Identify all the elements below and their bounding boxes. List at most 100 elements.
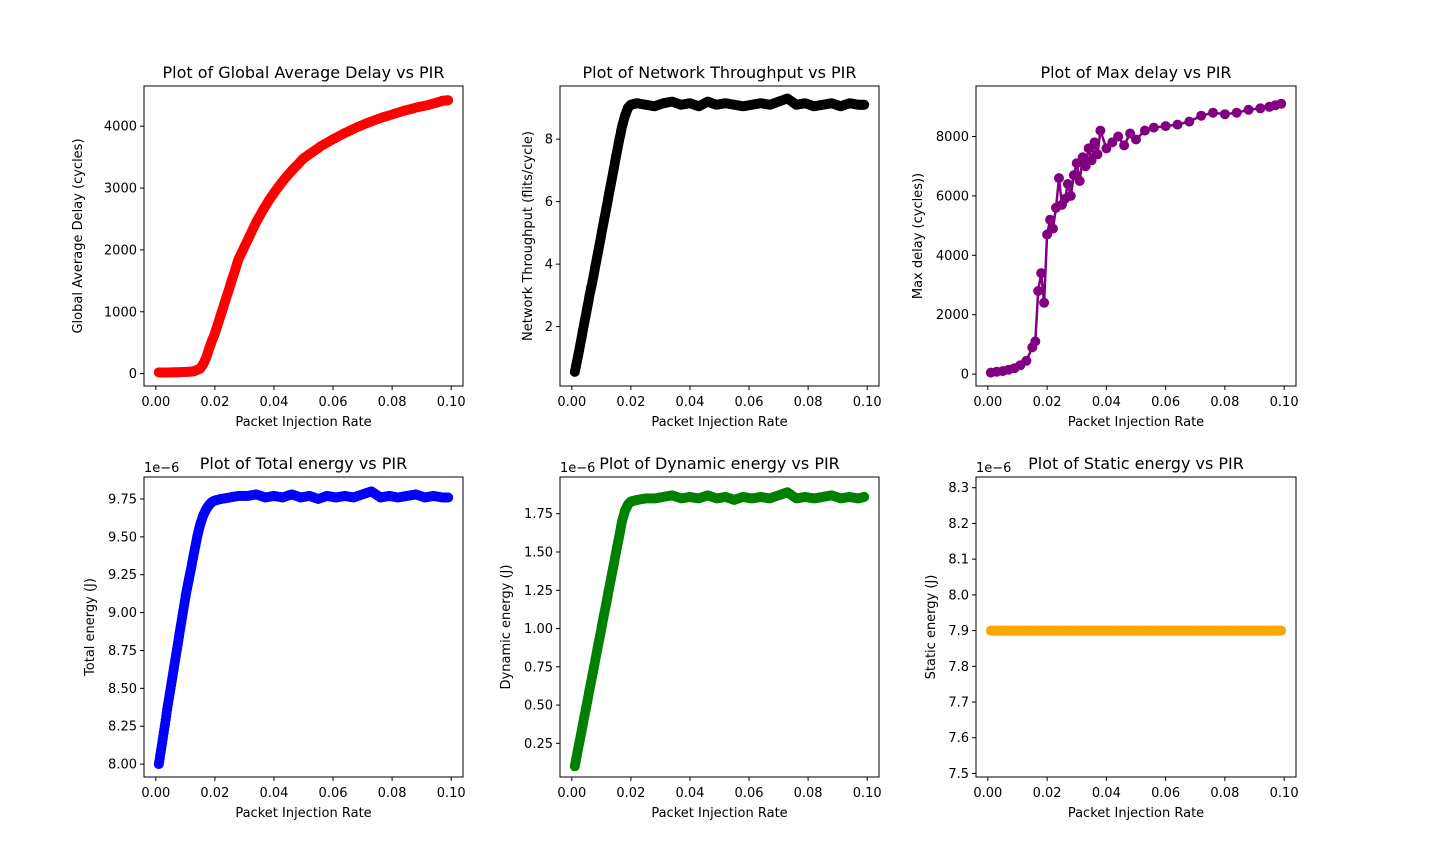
y-tick-label: 0.50 xyxy=(524,699,553,714)
axes-frame xyxy=(559,476,880,778)
axes-frame xyxy=(559,85,880,387)
data-point xyxy=(676,493,687,504)
y-tick-label: 0 xyxy=(129,367,137,382)
data-point xyxy=(269,490,279,501)
y-tick-label: 2000 xyxy=(936,308,969,323)
data-point xyxy=(1089,137,1100,148)
data-point xyxy=(1172,119,1183,130)
data-point xyxy=(215,494,226,504)
data-point xyxy=(1065,190,1076,201)
plot-data xyxy=(985,98,1287,378)
chart-title: Plot of Static energy vs PIR xyxy=(1028,454,1244,473)
data-point xyxy=(693,493,704,504)
data-point xyxy=(1163,625,1174,636)
data-point xyxy=(366,486,377,497)
data-point xyxy=(747,493,757,504)
x-tick-label: 0.02 xyxy=(616,395,645,410)
y-axis-label: Network Throughput (flits/cycle) xyxy=(521,131,536,341)
chart-title: Plot of Total energy vs PIR xyxy=(200,454,407,473)
x-tick-label: 0.00 xyxy=(973,786,1002,801)
data-point xyxy=(649,493,660,504)
data-point xyxy=(614,135,625,146)
y-tick-label: 1.50 xyxy=(524,546,553,561)
plot-data xyxy=(153,95,454,378)
data-point xyxy=(569,366,580,377)
data-point xyxy=(1003,625,1014,636)
y-tick-label: 7.5 xyxy=(948,767,969,782)
offset-text: 1e−6 xyxy=(560,461,595,476)
data-point xyxy=(1021,355,1032,366)
data-point xyxy=(859,491,870,502)
x-tick-label: 0.06 xyxy=(1151,395,1180,410)
data-point xyxy=(1119,140,1130,151)
data-point xyxy=(384,490,395,501)
data-point xyxy=(614,531,625,542)
data-point xyxy=(1039,625,1050,636)
axes-frame xyxy=(143,85,464,387)
data-point xyxy=(313,494,324,504)
y-tick-label: 3000 xyxy=(104,182,137,197)
data-point xyxy=(443,95,454,106)
data-point xyxy=(307,147,318,158)
data-point xyxy=(667,490,678,501)
data-point xyxy=(711,493,722,504)
data-point xyxy=(1190,625,1201,636)
x-tick-label: 0.00 xyxy=(557,395,586,410)
data-point xyxy=(617,121,627,132)
data-point xyxy=(809,493,819,504)
data-point xyxy=(245,229,256,240)
data-point xyxy=(339,128,350,138)
x-tick-label: 0.08 xyxy=(794,786,823,801)
data-point xyxy=(215,309,226,320)
data-point xyxy=(569,761,580,772)
x-tick-label: 0.04 xyxy=(259,395,288,410)
y-tick-label: 2 xyxy=(545,320,553,335)
data-point xyxy=(1145,625,1156,636)
data-point xyxy=(1181,625,1192,636)
y-tick-label: 0.25 xyxy=(524,737,553,752)
x-tick-label: 0.04 xyxy=(1092,395,1121,410)
data-point xyxy=(596,623,607,634)
chart-plot-of-max-delay-vs-pir: Plot of Max delay vs PIR 0.00 0.02 0.04 0.06… xyxy=(911,63,1299,430)
plot-data xyxy=(569,487,870,772)
x-tick-label: 0.08 xyxy=(1210,786,1239,801)
x-axis-label: Packet Injection Rate xyxy=(1068,806,1204,821)
data-point xyxy=(328,134,338,145)
data-point xyxy=(251,217,262,228)
data-point xyxy=(581,306,592,316)
data-point xyxy=(685,491,695,502)
data-point xyxy=(605,577,616,588)
data-point xyxy=(1208,107,1218,118)
chart-title: Plot of Dynamic energy vs PIR xyxy=(599,454,840,473)
y-tick-label: 8.00 xyxy=(108,758,137,773)
y-tick-label: 8.1 xyxy=(948,553,969,568)
data-point xyxy=(1261,625,1272,636)
data-point xyxy=(649,101,660,112)
y-tick-label: 8 xyxy=(545,133,553,148)
data-point xyxy=(575,337,586,348)
plot-data xyxy=(153,486,454,770)
data-point xyxy=(1048,223,1058,234)
y-axis-label: Global Average Delay (cycles) xyxy=(71,138,86,333)
data-point xyxy=(605,182,616,193)
y-tick-label: 4000 xyxy=(104,120,137,135)
data-point xyxy=(791,99,802,110)
data-point xyxy=(1030,336,1041,347)
data-point xyxy=(331,492,341,503)
data-point xyxy=(581,700,592,711)
data-point xyxy=(1119,625,1130,636)
axes-frame xyxy=(143,476,464,778)
data-point xyxy=(1077,152,1088,163)
data-point xyxy=(410,489,421,500)
data-point xyxy=(195,519,206,530)
y-tick-label: 1.25 xyxy=(524,584,553,599)
data-point xyxy=(375,113,386,124)
axes-frame xyxy=(975,85,1297,387)
y-axis-label: Dynamic energy (J) xyxy=(499,565,514,690)
data-point xyxy=(572,746,583,756)
data-point xyxy=(443,492,454,503)
data-point xyxy=(227,272,238,283)
data-point xyxy=(1243,625,1254,636)
data-point xyxy=(1172,625,1183,636)
data-point xyxy=(640,493,651,504)
